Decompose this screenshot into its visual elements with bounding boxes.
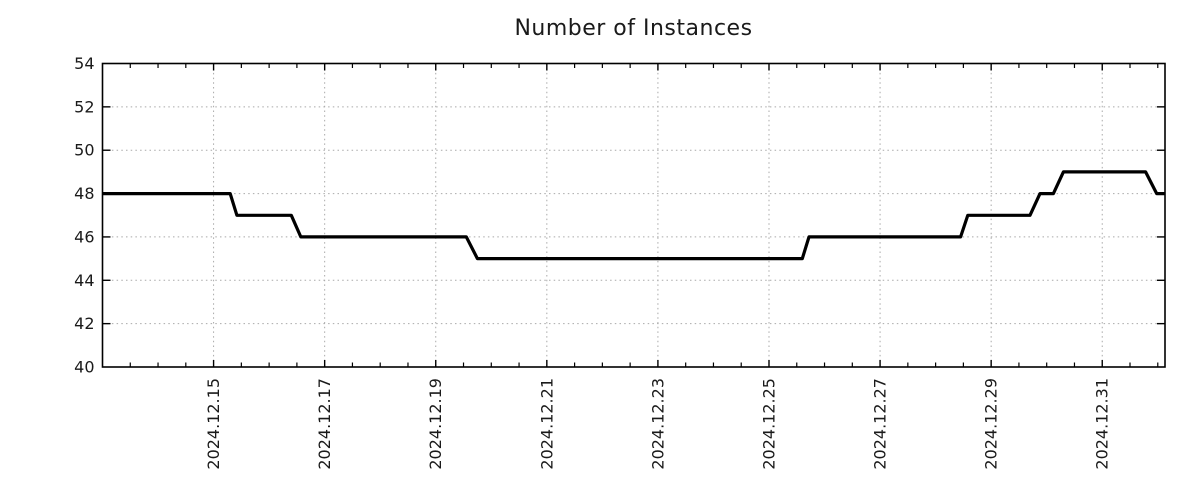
x-tick-label: 2024.12.25 (759, 378, 778, 470)
y-tick-label: 50 (74, 141, 94, 160)
x-tick-label: 2024.12.27 (871, 378, 890, 470)
x-tick-label: 2024.12.23 (648, 378, 667, 470)
y-tick-label: 46 (74, 227, 94, 246)
chart-title: Number of Instances (514, 16, 753, 41)
y-tick-label: 40 (74, 358, 94, 377)
y-tick-label: 54 (74, 54, 94, 73)
plot-border (101, 62, 1166, 368)
x-tick-label: 2024.12.31 (1093, 378, 1112, 470)
x-tick-label: 2024.12.19 (426, 378, 445, 470)
x-tick-label: 2024.12.29 (982, 378, 1001, 470)
y-tick-label: 42 (74, 314, 94, 333)
x-tick-label: 2024.12.15 (204, 378, 223, 470)
x-tick-label: 2024.12.17 (315, 378, 334, 470)
x-tick-label: 2024.12.21 (537, 378, 556, 470)
y-tick-label: 48 (74, 184, 94, 203)
series-line-instances (102, 170, 1165, 261)
y-tick-label: 44 (74, 271, 94, 290)
y-tick-label: 52 (74, 97, 94, 116)
